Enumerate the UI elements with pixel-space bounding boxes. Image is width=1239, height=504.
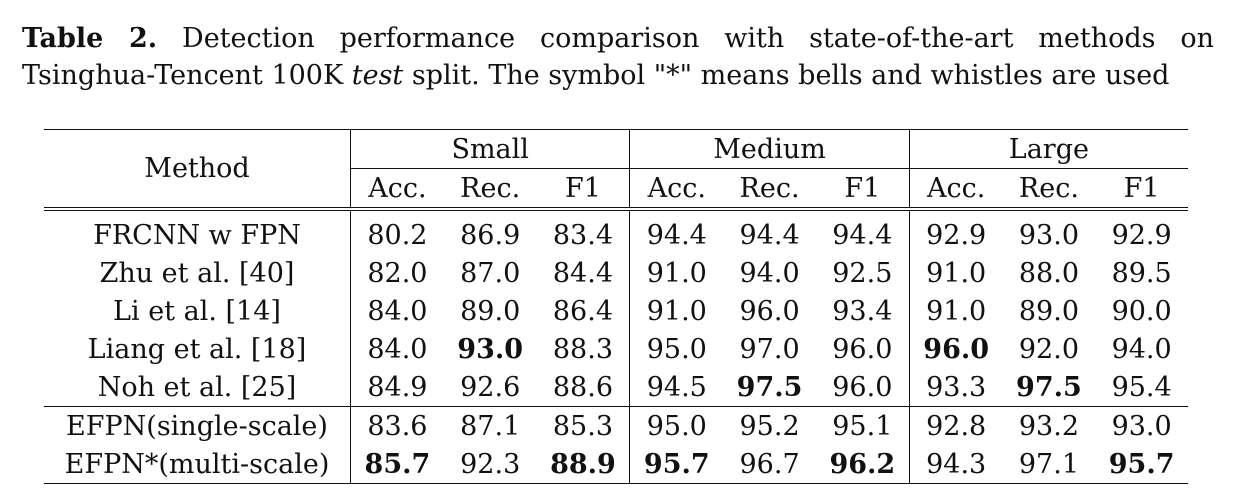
subheader-acc: Acc. [908, 168, 1003, 209]
value-cell: 88.0 [1018, 257, 1079, 289]
table-row: Zhu et al. [40] 82.0 87.0 84.4 91.0 94.0 92.5 9… [44, 254, 1188, 292]
method-cell: Zhu et al. [40] [99, 257, 295, 289]
value-cell: 84.9 [349, 368, 444, 407]
value-cell: 85.7 [349, 445, 444, 484]
value-cell: 82.0 [349, 254, 444, 292]
value-cell: 95.0 [629, 330, 724, 368]
value-cell: 95.7 [629, 445, 724, 484]
value-cell: 91.0 [908, 254, 1003, 292]
method-cell: EFPN(single-scale) [44, 406, 351, 445]
value-cell: 95.4 [1111, 371, 1172, 403]
value-cell: 94.0 [739, 257, 800, 289]
value-cell: 96.0 [832, 333, 893, 365]
group-header-small: Small [349, 129, 630, 169]
value-cell: 96.0 [739, 295, 800, 327]
value-cell: 92.5 [832, 257, 893, 289]
caption-label: Table 2. [22, 23, 158, 54]
subheader-rec: Rec. [1002, 168, 1096, 209]
value-cell: 87.1 [443, 406, 537, 445]
value-cell: 86.4 [552, 295, 613, 327]
value-cell: 89.0 [1018, 295, 1079, 327]
subheader-acc: Acc. [629, 168, 724, 209]
value-cell: 95.2 [723, 406, 816, 445]
group-header-large: Large [908, 129, 1188, 169]
value-cell: 90.0 [1111, 295, 1172, 327]
value-cell: 84.0 [349, 330, 444, 368]
subheader-rec: Rec. [443, 168, 537, 209]
table-caption: Table 2. Detection performance compariso… [22, 20, 1214, 94]
value-cell: 92.8 [908, 406, 1003, 445]
value-cell: 85.3 [536, 406, 630, 445]
group-header-medium: Medium [629, 129, 910, 169]
value-cell: 84.0 [349, 292, 444, 330]
value-cell: 97.5 [736, 371, 803, 403]
value-cell: 83.4 [536, 207, 630, 254]
value-cell: 87.0 [460, 257, 521, 289]
value-cell: 89.5 [1111, 257, 1172, 289]
value-cell: 93.0 [1002, 207, 1096, 254]
method-cell: EFPN*(multi-scale) [44, 445, 351, 484]
value-cell: 91.0 [629, 292, 724, 330]
value-cell: 84.4 [552, 257, 613, 289]
value-cell: 95.0 [629, 406, 724, 445]
value-cell: 97.1 [1002, 445, 1096, 484]
method-cell: Liang et al. [18] [87, 333, 307, 365]
value-cell: 80.2 [349, 207, 444, 254]
table-body: FRCNN w FPN 80.2 86.9 83.4 94.4 94.4 94.4 92.9 9… [44, 207, 1188, 484]
value-cell: 83.6 [349, 406, 444, 445]
table-row: EFPN*(multi-scale) 85.7 92.3 88.9 95.7 96.7 96… [44, 445, 1188, 484]
value-cell: 95.7 [1095, 445, 1188, 484]
value-cell: 93.0 [1095, 406, 1188, 445]
table-row: EFPN(single-scale) 83.6 87.1 85.3 95.0 95.2 95… [44, 406, 1188, 445]
value-cell: 96.7 [723, 445, 816, 484]
value-cell: 89.0 [460, 295, 521, 327]
value-cell: 95.1 [815, 406, 910, 445]
table-row: FRCNN w FPN 80.2 86.9 83.4 94.4 94.4 94.4 92.9 9… [44, 207, 1188, 254]
value-cell: 88.9 [536, 445, 630, 484]
value-cell: 97.0 [739, 333, 800, 365]
subheader-acc: Acc. [349, 168, 444, 209]
caption-text-before: Detection performance comparison with st… [22, 23, 1214, 91]
value-cell: 91.0 [629, 254, 724, 292]
subheader-rec: Rec. [723, 168, 816, 209]
value-cell: 93.4 [832, 295, 893, 327]
value-cell: 97.5 [1016, 371, 1082, 403]
table-row: Noh et al. [25] 84.9 92.6 88.6 94.5 97.5 96.0 9… [44, 368, 1188, 407]
value-cell: 92.9 [908, 207, 1003, 254]
table-row: Li et al. [14] 84.0 89.0 86.4 91.0 96.0 93.4 91… [44, 292, 1188, 330]
value-cell: 96.0 [908, 330, 1003, 368]
value-cell: 92.3 [443, 445, 537, 484]
value-cell: 92.6 [460, 371, 521, 403]
method-cell: Li et al. [14] [113, 295, 281, 327]
value-cell: 94.0 [1111, 333, 1172, 365]
subheader-f1: F1 [536, 168, 630, 209]
value-cell: 92.9 [1095, 207, 1188, 254]
table-row: Liang et al. [18] 84.0 93.0 88.3 95.0 97.0 96.… [44, 330, 1188, 368]
value-cell: 94.4 [815, 207, 910, 254]
value-cell: 86.9 [443, 207, 537, 254]
results-table: Method Small Medium Large Acc. Rec. F1 A… [44, 129, 1188, 484]
subheader-f1: F1 [1095, 168, 1188, 209]
subheader-f1: F1 [815, 168, 910, 209]
value-cell: 93.3 [908, 368, 1003, 407]
value-cell: 93.0 [457, 333, 524, 365]
value-cell: 94.4 [723, 207, 816, 254]
value-cell: 93.2 [1002, 406, 1096, 445]
caption-italic: test [351, 60, 404, 91]
value-cell: 94.4 [629, 207, 724, 254]
value-cell: 88.3 [552, 333, 613, 365]
value-cell: 91.0 [908, 292, 1003, 330]
value-cell: 94.3 [908, 445, 1003, 484]
method-cell: FRCNN w FPN [44, 207, 351, 254]
value-cell: 88.6 [552, 371, 613, 403]
caption-text-after: split. The symbol "*" means bells and wh… [411, 60, 1170, 91]
value-cell: 92.0 [1018, 333, 1079, 365]
method-header: Method [44, 129, 351, 209]
value-cell: 96.2 [815, 445, 910, 484]
value-cell: 96.0 [832, 371, 893, 403]
method-cell: Noh et al. [25] [97, 371, 297, 403]
value-cell: 94.5 [629, 368, 724, 407]
